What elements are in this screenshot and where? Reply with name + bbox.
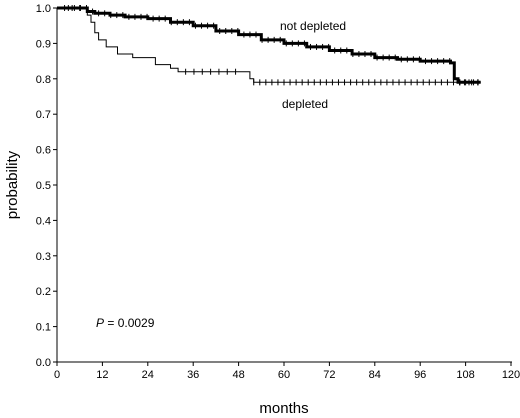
x-tick-label: 12 (96, 369, 108, 381)
x-tick-label: 120 (502, 369, 520, 381)
y-tick-label: 1.0 (36, 3, 51, 15)
series-line-depleted (57, 7, 481, 83)
p-value-prefix: P (96, 316, 104, 330)
y-tick-label: 0.2 (36, 286, 51, 298)
x-tick-label: 48 (232, 369, 244, 381)
y-tick-label: 0.8 (36, 74, 51, 86)
x-tick-label: 72 (323, 369, 335, 381)
p-value-annotation: P = 0.0029 (96, 316, 155, 330)
y-tick-label: 0.5 (36, 180, 51, 192)
series-label-not-depleted: not depleted (280, 19, 346, 33)
x-ticks: 0 12 24 36 48 60 72 84 96 108 120 (54, 362, 520, 381)
x-tick-label: 36 (187, 369, 199, 381)
series-layer (57, 5, 481, 86)
x-tick-label: 0 (54, 369, 60, 381)
y-tick-label: 0.0 (36, 357, 51, 369)
y-tick-label: 0.7 (36, 109, 51, 121)
y-tick-label: 0.9 (36, 38, 51, 50)
series-label-depleted: depleted (282, 97, 328, 111)
x-tick-label: 108 (456, 369, 474, 381)
y-ticks: 0.0 0.1 0.2 0.3 0.4 0.5 0.6 0.7 0.8 0.9 1.0 (36, 3, 57, 369)
x-tick-label: 60 (278, 369, 290, 381)
series-line-not-depleted (57, 6, 481, 84)
series-not-depleted (57, 5, 481, 86)
x-tick-label: 24 (142, 369, 154, 381)
p-value-text: = 0.0029 (104, 316, 155, 330)
y-axis-title: probability (4, 150, 21, 219)
x-tick-label: 96 (414, 369, 426, 381)
x-axis-title: months (259, 400, 308, 417)
y-tick-label: 0.3 (36, 251, 51, 263)
y-tick-label: 0.4 (36, 215, 51, 227)
x-tick-label: 84 (369, 369, 381, 381)
series-depleted (57, 5, 481, 86)
y-tick-label: 0.1 (36, 322, 51, 334)
y-tick-label: 0.6 (36, 145, 51, 157)
